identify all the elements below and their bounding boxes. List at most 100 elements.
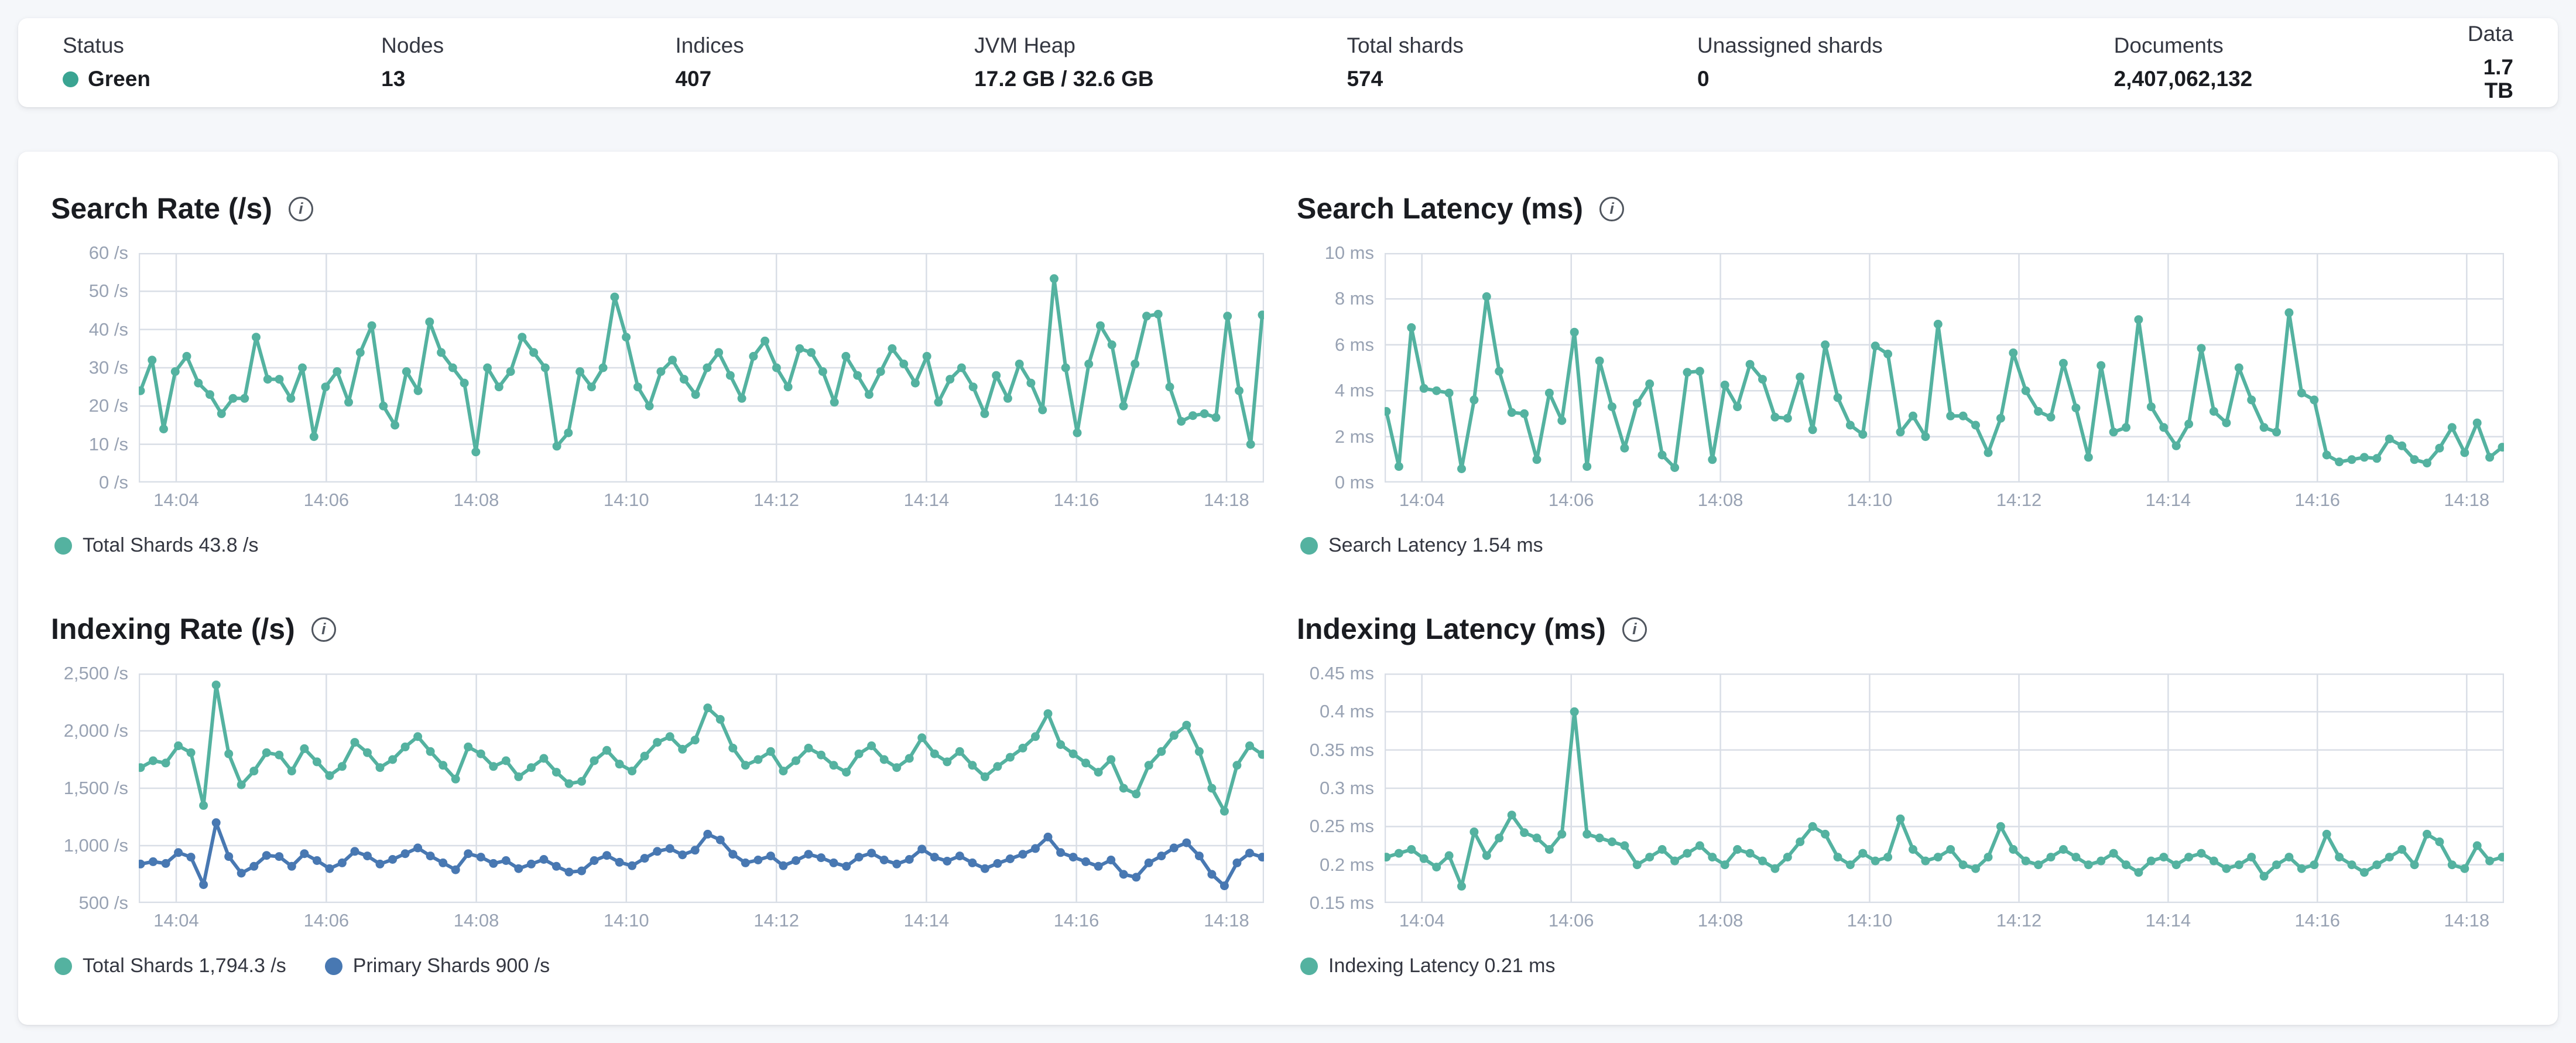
data-point-marker [1683, 368, 1692, 377]
chart-indexing-rate: Indexing Rate (/s) i 500 /s 1,000 /s 1,500… [51, 613, 1264, 977]
data-point-marker [312, 856, 321, 865]
x-tick-label: 14:04 [153, 910, 199, 931]
data-point-marker [905, 754, 914, 763]
data-point-marker [139, 859, 145, 868]
data-point-marker [2046, 412, 2056, 422]
data-point-marker [2447, 423, 2457, 432]
x-axis-labels: 14:04 14:06 14:08 14:10 14:12 14:14 14:16 14:18 [1385, 490, 2504, 514]
data-point-marker [518, 333, 527, 342]
charts-panel: Search Rate (/s) i 0 /s 10 /s 20 /s 30 /s 40… [18, 152, 2558, 1025]
data-point-marker [980, 864, 989, 873]
data-point-marker [1177, 417, 1186, 426]
y-tick-label: 10 ms [1324, 242, 1374, 263]
legend-item-total-shards[interactable]: Total Shards 1,794.3 /s [54, 955, 286, 977]
data-point-marker [1620, 443, 1629, 453]
data-point-marker [679, 375, 688, 384]
info-icon[interactable]: i [1622, 617, 1647, 642]
data-point-marker [714, 348, 724, 357]
data-point-marker [476, 853, 485, 862]
data-point-marker [325, 771, 334, 780]
data-point-marker [2498, 853, 2504, 862]
info-icon[interactable]: i [1599, 196, 1625, 221]
stat-indices: Indices 407 [675, 34, 974, 91]
data-point-marker [161, 758, 170, 768]
data-point-marker [922, 351, 931, 361]
legend-item-indexing-latency[interactable]: Indexing Latency 0.21 ms [1300, 955, 1555, 977]
data-point-marker [148, 355, 157, 365]
data-point-marker [1258, 310, 1264, 320]
data-point-marker [1153, 310, 1163, 319]
data-point-marker [460, 378, 469, 388]
data-point-marker [2209, 856, 2218, 866]
data-point-marker [471, 447, 481, 457]
data-point-marker [363, 852, 372, 861]
info-icon[interactable]: i [288, 196, 313, 221]
legend-item-total-shards[interactable]: Total Shards 43.8 /s [54, 534, 259, 557]
data-point-marker [766, 852, 775, 861]
x-tick-label: 14:06 [1548, 490, 1594, 510]
data-point-marker [749, 351, 758, 361]
data-point-marker [1909, 845, 1917, 854]
search-rate-plot[interactable] [139, 253, 1264, 483]
search-latency-plot[interactable] [1385, 253, 2504, 483]
data-point-marker [817, 853, 825, 863]
data-point-marker [312, 757, 321, 767]
data-point-marker [2097, 856, 2106, 866]
data-point-marker [980, 772, 989, 781]
x-tick-label: 14:16 [1053, 910, 1099, 931]
legend-item-primary-shards[interactable]: Primary Shards 900 /s [324, 955, 550, 977]
data-point-marker [2498, 443, 2504, 452]
data-point-marker [934, 398, 943, 407]
stat-jvm-heap: JVM Heap 17.2 GB / 32.6 GB [974, 34, 1347, 91]
data-point-marker [237, 780, 246, 789]
data-point-marker [514, 772, 523, 781]
data-point-marker [691, 390, 700, 399]
indexing-latency-plot[interactable] [1385, 673, 2504, 903]
stat-status: Status Green [63, 34, 381, 91]
data-point-marker [2159, 423, 2169, 432]
data-point-marker [766, 747, 775, 756]
chart-title-text: Indexing Latency (ms) [1297, 613, 1606, 645]
data-point-marker [1645, 853, 1654, 862]
data-point-marker [1142, 312, 1151, 321]
data-point-marker [1608, 837, 1616, 846]
data-point-marker [955, 747, 964, 756]
data-point-marker [139, 386, 145, 395]
data-point-marker [287, 861, 296, 871]
data-point-marker [1608, 402, 1616, 412]
data-point-marker [1043, 832, 1053, 842]
data-point-marker [1708, 853, 1717, 862]
indexing-rate-plot[interactable] [139, 673, 1264, 903]
x-tick-label: 14:16 [1053, 490, 1099, 510]
data-point-marker [1258, 853, 1264, 862]
info-icon[interactable]: i [311, 617, 336, 642]
data-point-marker [2197, 849, 2206, 858]
data-point-marker [275, 750, 284, 760]
data-point-marker [653, 847, 662, 856]
stat-value-text: 17.2 GB / 32.6 GB [974, 67, 1154, 91]
data-point-marker [1482, 851, 1491, 860]
y-tick-label: 0.35 ms [1309, 739, 1374, 760]
x-tick-label: 14:10 [604, 490, 649, 510]
data-point-marker [1232, 761, 1242, 770]
series-line-total-shards [139, 276, 1264, 454]
data-point-marker [263, 375, 272, 384]
data-point-marker [1871, 341, 1880, 351]
data-point-marker [1845, 860, 1855, 870]
x-tick-label: 14:16 [2294, 910, 2341, 931]
x-tick-label: 14:08 [453, 910, 499, 931]
legend-item-search-latency[interactable]: Search Latency 1.54 ms [1300, 534, 1543, 557]
legend-label: Primary Shards 900 /s [352, 955, 550, 977]
data-point-marker [2423, 459, 2431, 468]
data-point-marker [1469, 395, 1479, 405]
data-point-marker [1119, 784, 1128, 793]
data-point-marker [400, 849, 410, 859]
data-point-marker [1683, 849, 1692, 858]
data-point-marker [577, 866, 586, 876]
data-point-marker [1557, 829, 1567, 839]
data-point-marker [829, 761, 838, 770]
stat-value: Green [63, 67, 381, 91]
data-point-marker [333, 367, 342, 376]
data-point-marker [2197, 344, 2206, 353]
data-point-marker [1733, 402, 1742, 412]
